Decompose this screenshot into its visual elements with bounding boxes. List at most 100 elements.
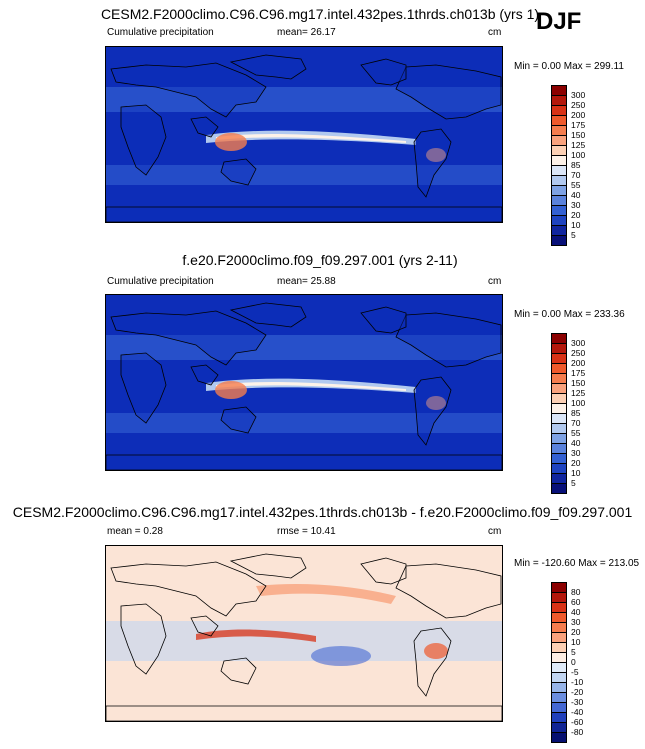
colorbar-swatch	[551, 592, 567, 602]
panel-2-units: cm	[488, 276, 502, 287]
amazon-max	[426, 148, 446, 162]
storm-track-band	[106, 165, 502, 185]
colorbar-tick-label: 80	[571, 587, 581, 597]
colorbar-tick-label: 60	[571, 597, 581, 607]
coastline	[395, 64, 502, 120]
colorbar-swatch	[551, 363, 567, 373]
colorbar-tick-label: 30	[571, 617, 581, 627]
colorbar-swatch	[551, 125, 567, 135]
colorbar-swatch	[551, 473, 567, 483]
colorbar-swatch	[551, 632, 567, 642]
colorbar-tick-label: 20	[571, 627, 581, 637]
coastline	[229, 54, 307, 80]
colorbar-tick-label: 5	[571, 647, 576, 657]
positive-anomaly	[196, 629, 316, 642]
colorbar-swatch	[551, 373, 567, 383]
coastline	[106, 705, 502, 721]
coastline	[106, 454, 502, 470]
colorbar-tick-label: 10	[571, 220, 581, 230]
colorbar-tick-label: 85	[571, 160, 581, 170]
colorbar-swatch	[551, 85, 567, 95]
colorbar-swatch	[551, 105, 567, 115]
colorbar-swatch	[551, 235, 567, 246]
colorbar-swatch	[551, 652, 567, 662]
colorbar-swatch	[551, 692, 567, 702]
colorbar-tick-label: 300	[571, 338, 586, 348]
colorbar-tick-label: 250	[571, 100, 586, 110]
colorbar-tick-label: 150	[571, 378, 586, 388]
colorbar-tick-label: 100	[571, 398, 586, 408]
coastline	[120, 352, 167, 424]
colorbar-swatch	[551, 423, 567, 433]
colorbar-tick-label: 125	[571, 388, 586, 398]
colorbar-tick-label: 30	[571, 448, 581, 458]
colorbar-swatch	[551, 155, 567, 165]
colorbar-tick-label: 175	[571, 120, 586, 130]
panel-1-minmax: Min = 0.00 Max = 299.11	[514, 61, 624, 72]
coastline	[229, 553, 307, 579]
colorbar-tick-label: 200	[571, 110, 586, 120]
panel-3-rmse: rmse = 10.41	[277, 526, 336, 537]
coastline	[413, 128, 452, 198]
coastline	[110, 561, 267, 617]
panel-2-map	[105, 294, 503, 471]
coastline	[120, 104, 167, 176]
coastline	[190, 116, 219, 138]
panel-1-units: cm	[488, 27, 502, 38]
coastline	[395, 312, 502, 368]
coastline	[229, 302, 307, 328]
colorbar-tick-label: 40	[571, 438, 581, 448]
colorbar-tick-label: 125	[571, 140, 586, 150]
amazon-max	[426, 396, 446, 410]
colorbar-swatch	[551, 95, 567, 105]
colorbar-swatch	[551, 393, 567, 403]
colorbar-tick-label: -80	[571, 727, 584, 737]
colorbar-tick-label: 40	[571, 190, 581, 200]
colorbar-swatch	[551, 413, 567, 423]
colorbar-tick-label: -10	[571, 677, 584, 687]
colorbar-swatch	[551, 622, 567, 632]
colorbar-swatch	[551, 602, 567, 612]
coastline	[360, 58, 407, 86]
colorbar-swatch	[551, 225, 567, 235]
colorbar-tick-label: 40	[571, 607, 581, 617]
season-label: DJF	[536, 8, 582, 35]
negative-anomaly	[311, 646, 371, 666]
colorbar-tick-label: 175	[571, 368, 586, 378]
colorbar-tick-label: -30	[571, 697, 584, 707]
colorbar-swatch	[551, 702, 567, 712]
coastline	[106, 206, 502, 222]
panel-2-minmax: Min = 0.00 Max = 233.36	[514, 309, 625, 320]
colorbar-tick-label: 70	[571, 418, 581, 428]
colorbar-swatch	[551, 732, 567, 743]
colorbar-swatch	[551, 115, 567, 125]
map-svg	[106, 295, 502, 470]
coastline	[360, 306, 407, 334]
colorbar-swatch	[551, 722, 567, 732]
coastline	[190, 615, 219, 637]
coastline	[220, 406, 257, 434]
colorbar-swatch	[551, 343, 567, 353]
itcz-core	[216, 382, 406, 391]
coastline	[413, 627, 452, 697]
coastline	[220, 158, 257, 186]
colorbar-tick-label: 100	[571, 150, 586, 160]
maritime-continent-max	[215, 133, 247, 151]
coastline	[190, 364, 219, 386]
colorbar-swatch	[551, 215, 567, 225]
colorbar-tick-label: 70	[571, 170, 581, 180]
panel-1-left-label: Cumulative precipitation	[107, 27, 214, 38]
colorbar-swatch	[551, 185, 567, 195]
colorbar-tick-label: 250	[571, 348, 586, 358]
coastline	[220, 657, 257, 685]
colorbar-swatch	[551, 145, 567, 155]
colorbar-swatch	[551, 443, 567, 453]
map-svg	[106, 47, 502, 222]
panel-1-mean: mean= 26.17	[277, 27, 336, 38]
colorbar-tick-label: 300	[571, 90, 586, 100]
colorbar-swatch	[551, 453, 567, 463]
panel-2-left-label: Cumulative precipitation	[107, 276, 214, 287]
colorbar-swatch	[551, 205, 567, 215]
colorbar-swatch	[551, 712, 567, 722]
colorbar-tick-label: 55	[571, 428, 581, 438]
